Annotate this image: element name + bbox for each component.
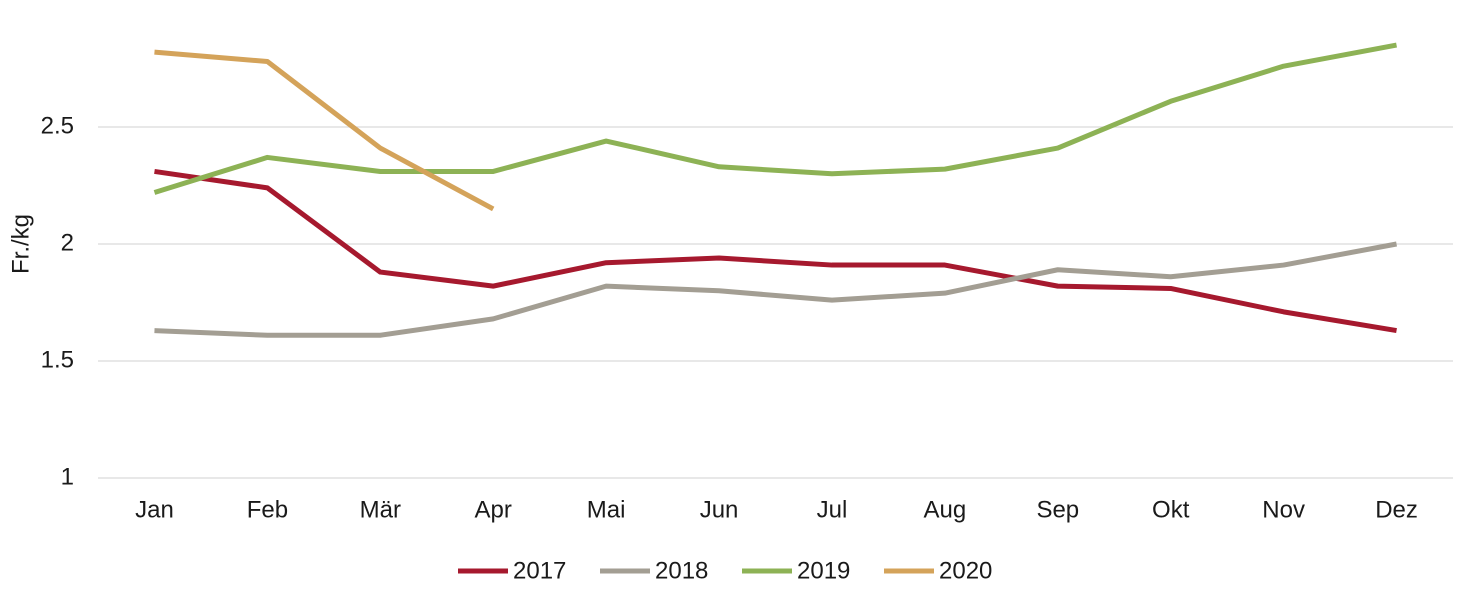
y-axis-label: Fr./kg	[7, 214, 34, 274]
x-tick-label: Sep	[1036, 496, 1079, 523]
x-tick-label: Aug	[924, 496, 967, 523]
x-tick-label: Jan	[135, 496, 174, 523]
legend-label: 2020	[939, 557, 992, 584]
legend-label: 2019	[797, 557, 850, 584]
x-tick-label: Feb	[247, 496, 288, 523]
line-series	[153, 42, 1397, 195]
line-series	[154, 168, 1397, 334]
line-series	[154, 241, 1397, 338]
legend-label: 2018	[655, 557, 708, 584]
x-tick-label: Nov	[1262, 496, 1305, 523]
x-tick-label: Mär	[360, 496, 401, 523]
x-tick-label: Dez	[1375, 496, 1418, 523]
x-tick-label: Okt	[1152, 496, 1190, 523]
y-tick-label: 1.5	[41, 346, 74, 373]
y-tick-label: 2.5	[41, 112, 74, 139]
x-tick-label: Apr	[475, 496, 512, 523]
legend-label: 2017	[513, 557, 566, 584]
y-tick-label: 2	[61, 229, 74, 256]
x-tick-label: Mai	[587, 496, 626, 523]
x-tick-label: Jun	[700, 496, 739, 523]
x-tick-label: Jul	[817, 496, 848, 523]
line-series	[154, 49, 495, 212]
y-tick-label: 1	[61, 463, 74, 490]
